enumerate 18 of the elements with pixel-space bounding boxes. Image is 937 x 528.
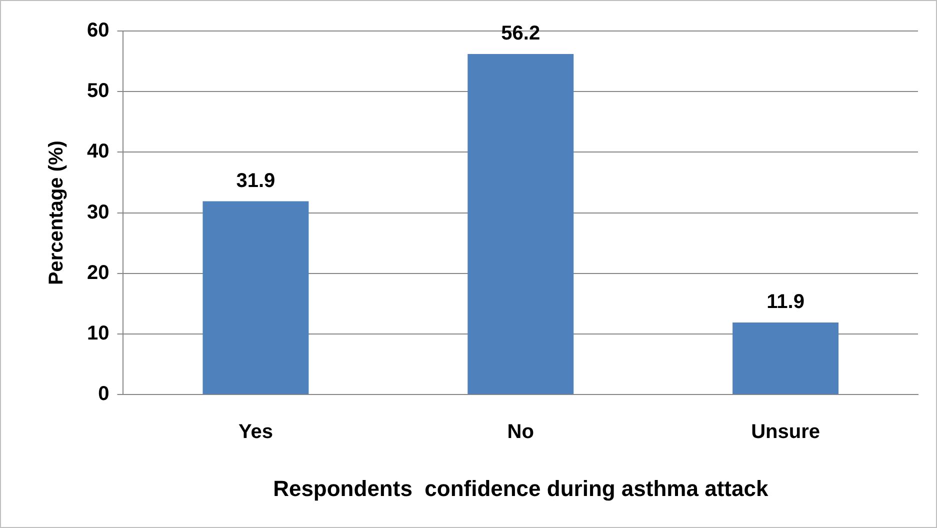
data-label: 11.9 [766,291,804,313]
y-tick-label: 40 [86,140,110,163]
y-axis-title: Percentage (%) [46,140,68,286]
x-tick-label: No [507,421,534,444]
y-tick-label: 30 [86,201,110,224]
y-tick-label: 60 [86,20,110,42]
x-axis-title: Respondents confidence during asthma attack [273,476,769,501]
y-tick-label: 0 [98,383,110,406]
data-label: 31.9 [236,170,276,192]
y-tick-label: 10 [86,322,110,345]
data-label: 56.2 [501,22,540,45]
x-tick-label: Unsure [751,421,820,444]
y-tick-label: 20 [86,262,110,284]
bar [468,54,574,394]
bar [732,322,839,394]
x-tick-label: Yes [238,421,273,444]
bar [202,201,309,394]
y-tick-label: 50 [86,80,110,102]
